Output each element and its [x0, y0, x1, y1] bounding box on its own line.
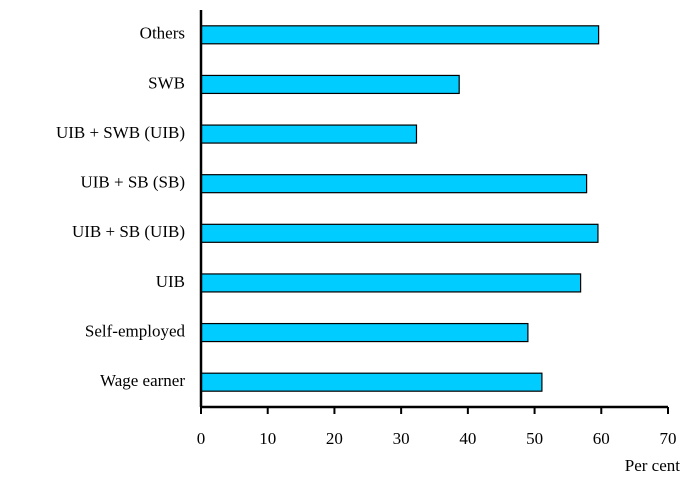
x-tick-label: 20: [326, 429, 343, 448]
y-tick-label: Self-employed: [85, 321, 186, 340]
y-tick-label: SWB: [148, 73, 185, 92]
bar: [200, 74, 460, 95]
y-tick-label: Wage earner: [100, 371, 185, 390]
bar: [200, 372, 543, 392]
bar: [200, 25, 600, 45]
y-tick-label: UIB: [156, 272, 185, 291]
bar: [200, 174, 588, 194]
x-tick-label: 60: [593, 429, 610, 448]
x-tick-label: 50: [526, 429, 543, 448]
y-tick-label: Others: [140, 24, 185, 43]
x-tick-label: 0: [197, 429, 206, 448]
y-tick-label: UIB + SWB (UIB): [56, 123, 185, 142]
x-tick-label: 70: [660, 429, 677, 448]
x-tick-label: 30: [393, 429, 410, 448]
x-tick-label: 10: [259, 429, 276, 448]
bar: [200, 322, 529, 343]
y-tick-label: UIB + SB (UIB): [72, 222, 185, 241]
bar: [200, 273, 582, 293]
y-tick-label: UIB + SB (SB): [80, 173, 185, 192]
bar: [200, 223, 599, 243]
x-tick-label: 40: [459, 429, 476, 448]
bar: [200, 124, 418, 144]
x-axis-label: Per cent: [625, 456, 681, 475]
